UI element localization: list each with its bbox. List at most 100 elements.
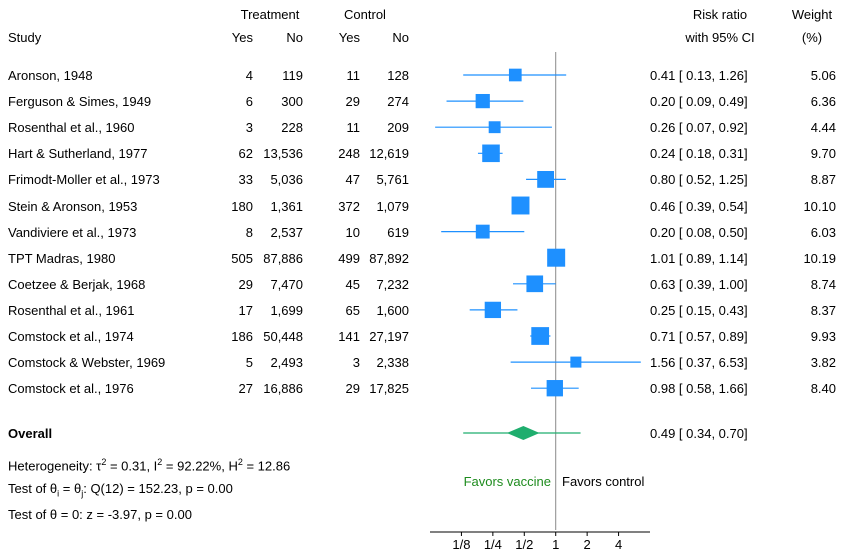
- study-name: Comstock et al., 1976: [8, 381, 134, 397]
- study-effect-square: [475, 224, 490, 239]
- study-name: Rosenthal et al., 1961: [8, 302, 135, 318]
- study-effect-square: [547, 248, 566, 267]
- study-name: Rosenthal et al., 1960: [8, 120, 135, 136]
- study-weight-value: 3.82: [810, 355, 836, 371]
- control-no-value: 274: [387, 94, 409, 110]
- study-name: Vandiviere et al., 1973: [8, 224, 137, 240]
- control-yes-value: 29: [345, 381, 360, 397]
- study-effect-square: [537, 171, 554, 188]
- study-ci-text: 0.20 [ 0.09, 0.49]: [650, 94, 748, 110]
- study-ci-text: 0.26 [ 0.07, 0.92]: [650, 120, 748, 136]
- study-weight-value: 9.93: [810, 329, 836, 344]
- control-yes-value: 372: [338, 198, 360, 214]
- treatment-yes-value: 8: [245, 224, 253, 240]
- control-header: Control: [344, 7, 386, 22]
- favors-control-label: Favors control: [562, 474, 645, 489]
- treatment-yes-value: 180: [231, 198, 253, 214]
- study-ci-text: 0.80 [ 0.52, 1.25]: [650, 172, 748, 188]
- treatment-yes-value: 27: [238, 381, 253, 397]
- treatment-yes-header: Yes: [231, 30, 253, 45]
- control-no-value: 1,079: [376, 198, 409, 214]
- treatment-yes-value: 29: [238, 276, 253, 292]
- treatment-yes-value: 17: [238, 302, 253, 318]
- study-weight-value: 4.44: [810, 120, 836, 136]
- study-name: Comstock & Webster, 1969: [8, 355, 166, 371]
- favors-vaccine-label: Favors vaccine: [463, 474, 551, 489]
- treatment-header: Treatment: [240, 7, 300, 22]
- control-yes-value: 11: [346, 120, 361, 136]
- study-ci-text: 0.41 [ 0.13, 1.26]: [650, 68, 748, 83]
- control-yes-value: 248: [338, 146, 360, 162]
- overall-label: Overall: [8, 426, 53, 441]
- study-effect-square: [508, 68, 522, 82]
- treatment-yes-value: 33: [238, 172, 253, 188]
- control-no-value: 12,619: [369, 146, 409, 162]
- treatment-no-value: 2,537: [270, 224, 303, 240]
- control-yes-value: 11: [346, 68, 361, 83]
- treatment-no-value: 119: [282, 68, 303, 83]
- treatment-no-value: 1,699: [270, 302, 303, 318]
- study-weight-value: 8.74: [810, 276, 836, 292]
- risk-ratio-header: Risk ratio: [692, 7, 748, 22]
- treatment-no-value: 87,886: [263, 250, 303, 266]
- control-no-value: 209: [387, 120, 409, 136]
- treatment-no-value: 2,493: [270, 355, 303, 371]
- control-yes-value: 29: [345, 94, 360, 110]
- study-ci-text: 0.98 [ 0.58, 1.66]: [650, 381, 748, 397]
- treatment-yes-value: 4: [245, 68, 253, 83]
- treatment-yes-value: 186: [231, 329, 253, 344]
- overall-diamond: [506, 426, 540, 440]
- study-ci-text: 0.71 [ 0.57, 0.89]: [650, 329, 748, 344]
- x-tick-label: 2: [584, 537, 591, 551]
- study-ci-text: 0.20 [ 0.08, 0.50]: [650, 224, 748, 240]
- study-name: Frimodt-Moller et al., 1973: [8, 172, 160, 188]
- ci-header: with 95% CI: [685, 30, 755, 45]
- study-effect-square: [484, 301, 502, 319]
- x-tick-label: 1/8: [452, 537, 470, 551]
- study-ci-text: 0.24 [ 0.18, 0.31]: [650, 146, 748, 162]
- heterogeneity-stats: Heterogeneity: τ2 = 0.31, I2 = 92.22%, H…: [8, 457, 291, 474]
- treatment-yes-value: 62: [238, 146, 253, 162]
- study-effect-square: [482, 144, 500, 163]
- study-name: Ferguson & Simes, 1949: [8, 94, 152, 110]
- study-weight-value: 9.70: [810, 146, 836, 162]
- treatment-no-value: 7,470: [270, 276, 303, 292]
- study-name: Coetzee & Berjak, 1968: [8, 276, 146, 292]
- study-weight-value: 10.10: [803, 198, 836, 214]
- weight-header: Weight: [791, 7, 833, 22]
- study-weight-value: 6.03: [810, 224, 836, 240]
- weight-unit-header: (%): [801, 30, 823, 45]
- study-ci-text: 0.63 [ 0.39, 1.00]: [650, 276, 748, 292]
- control-no-value: 27,197: [369, 329, 409, 344]
- control-no-header: No: [392, 30, 409, 45]
- control-yes-value: 65: [345, 302, 360, 318]
- treatment-yes-value: 505: [231, 250, 253, 266]
- treatment-no-value: 13,536: [263, 146, 303, 162]
- study-effect-square: [475, 93, 490, 109]
- study-name: Comstock et al., 1974: [8, 329, 134, 344]
- control-yes-value: 141: [338, 329, 360, 344]
- x-tick-label: 1: [552, 537, 559, 551]
- treatment-no-value: 1,361: [270, 198, 303, 214]
- x-tick-label: 4: [615, 537, 622, 551]
- study-ci-text: 1.56 [ 0.37, 6.53]: [650, 355, 748, 371]
- study-name: Stein & Aronson, 1953: [8, 198, 138, 214]
- control-yes-value: 499: [338, 250, 360, 266]
- control-yes-value: 45: [345, 276, 360, 292]
- control-yes-header: Yes: [338, 30, 360, 45]
- treatment-no-value: 300: [281, 94, 303, 110]
- control-no-value: 128: [387, 68, 409, 83]
- treatment-no-header: No: [286, 30, 303, 45]
- study-ci-text: 0.46 [ 0.39, 0.54]: [650, 198, 748, 214]
- control-no-value: 5,761: [376, 172, 409, 188]
- control-yes-value: 10: [345, 224, 360, 240]
- study-weight-value: 6.36: [810, 94, 836, 110]
- x-tick-label: 1/4: [484, 537, 502, 551]
- control-no-value: 1,600: [376, 302, 409, 318]
- study-ci-text: 0.25 [ 0.15, 0.43]: [650, 302, 748, 318]
- study-effect-square: [511, 196, 530, 215]
- study-effect-square: [570, 356, 582, 368]
- study-name: Aronson, 1948: [8, 68, 93, 83]
- study-name: Hart & Sutherland, 1977: [8, 146, 148, 162]
